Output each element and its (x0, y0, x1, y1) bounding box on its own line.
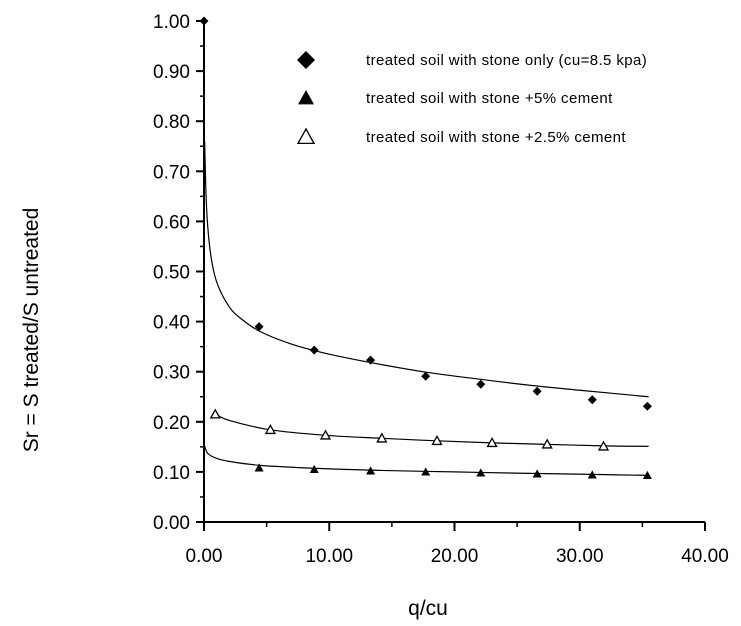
legend-label-1: treated soil with stone +5% cement (366, 90, 613, 107)
y-tick-label: 0.40 (153, 313, 190, 334)
x-tick-label: 40.00 (681, 546, 729, 567)
legend: treated soil with stone only (cu=8.5 kpa… (296, 51, 647, 146)
fit-line-series-1 (204, 445, 649, 477)
data-point-series-0 (421, 371, 431, 381)
data-point-series-2 (541, 438, 553, 449)
y-tick-label: 0.70 (153, 162, 190, 183)
y-tick-label: 0.00 (153, 513, 190, 534)
y-tick-label: 0.60 (153, 212, 190, 233)
data-point-series-1 (642, 470, 652, 480)
data-point-series-1 (421, 467, 431, 476)
y-axis-title: Sr = S treated/S untreated (20, 208, 43, 453)
legend-marker-1 (298, 90, 314, 105)
data-point-series-1 (532, 469, 542, 478)
x-tick-label: 0.00 (186, 546, 223, 567)
legend-label-0: treated soil with stone only (cu=8.5 kpa… (366, 52, 647, 69)
legend-label-2: treated soil with stone +2.5% cement (366, 129, 626, 146)
axes: 0.00 0.10 0.20 0.30 0.40 0.50 0.60 0.70 0.80 0.90… (153, 12, 729, 567)
data-point-series-0 (476, 379, 486, 389)
y-tick-label: 0.20 (153, 413, 190, 434)
fit-lines (204, 141, 649, 477)
y-tick-label: 0.10 (153, 463, 190, 484)
data-point-series-1 (366, 466, 376, 475)
data-point-series-0 (532, 386, 542, 396)
y-tick-label: 0.50 (153, 263, 190, 284)
data-point-series-1 (254, 463, 264, 472)
legend-marker-2 (296, 127, 316, 145)
data-point-series-2 (209, 408, 221, 419)
data-point-series-0 (309, 345, 319, 355)
data-point-series-1 (587, 470, 597, 479)
data-point-series-2 (376, 432, 388, 443)
data-point-series-2 (431, 434, 443, 446)
y-tick-label: 0.80 (153, 112, 190, 133)
y-tick-label: 0.30 (153, 363, 190, 384)
x-tick-label: 20.00 (431, 546, 479, 567)
data-point-series-1 (476, 468, 486, 477)
fit-line-series-0 (204, 141, 649, 398)
y-tick-label: 0.90 (153, 62, 190, 83)
legend-marker-0 (297, 51, 315, 69)
data-point-series-0 (642, 401, 652, 411)
data-point-series-2 (486, 437, 498, 448)
markers (199, 16, 652, 480)
x-tick-label: 30.00 (556, 546, 604, 567)
data-point-series-0 (254, 322, 264, 332)
data-point-series-1 (309, 464, 319, 473)
data-point-series-2 (597, 440, 610, 451)
y-tick-label: 1.00 (153, 12, 190, 33)
fit-line-series-2 (214, 413, 649, 447)
x-tick-label: 10.00 (305, 546, 353, 567)
data-point-series-2 (264, 423, 276, 435)
data-point-series-0 (587, 395, 597, 405)
data-point-series-0 (366, 355, 376, 365)
data-point-series-2 (319, 429, 332, 440)
x-axis-title: q/cu (408, 597, 448, 620)
